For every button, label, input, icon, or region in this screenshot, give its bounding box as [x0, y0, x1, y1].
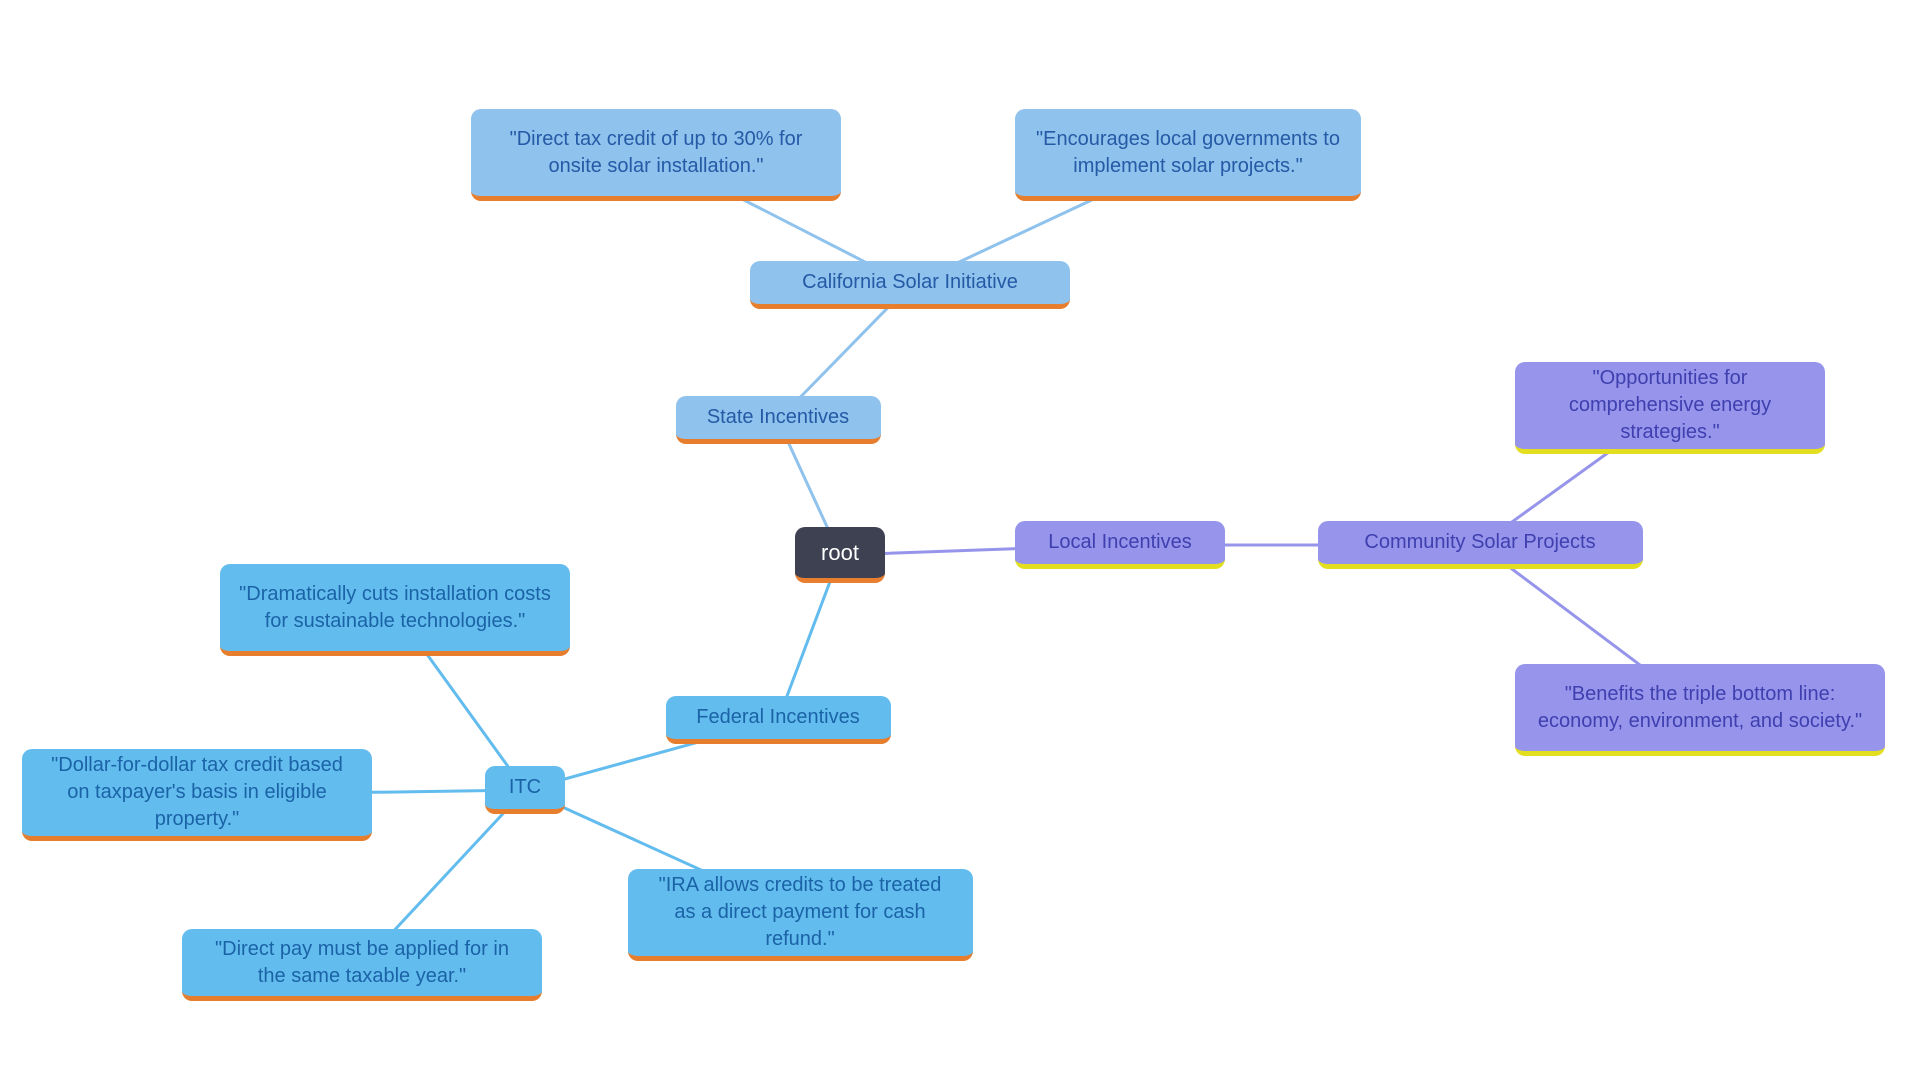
itc-leaf-2: "Dollar-for-dollar tax credit based on t…	[22, 749, 372, 841]
csi-leaf-2: "Encourages local governments to impleme…	[1015, 109, 1361, 201]
state-incentives-node: State Incentives	[676, 396, 881, 444]
csp-leaf-2: "Benefits the triple bottom line: econom…	[1515, 664, 1885, 756]
federal-incentives-node: Federal Incentives	[666, 696, 891, 744]
root-node: root	[795, 527, 885, 583]
itc-node: ITC	[485, 766, 565, 814]
california-solar-node: California Solar Initiative	[750, 261, 1070, 309]
mindmap-canvas: root State Incentives California Solar I…	[0, 0, 1920, 1080]
local-incentives-node: Local Incentives	[1015, 521, 1225, 569]
itc-leaf-3: "Direct pay must be applied for in the s…	[182, 929, 542, 1001]
itc-leaf-1: "Dramatically cuts installation costs fo…	[220, 564, 570, 656]
csp-leaf-1: "Opportunities for comprehensive energy …	[1515, 362, 1825, 454]
itc-leaf-4: "IRA allows credits to be treated as a d…	[628, 869, 973, 961]
community-solar-node: Community Solar Projects	[1318, 521, 1643, 569]
csi-leaf-1: "Direct tax credit of up to 30% for onsi…	[471, 109, 841, 201]
